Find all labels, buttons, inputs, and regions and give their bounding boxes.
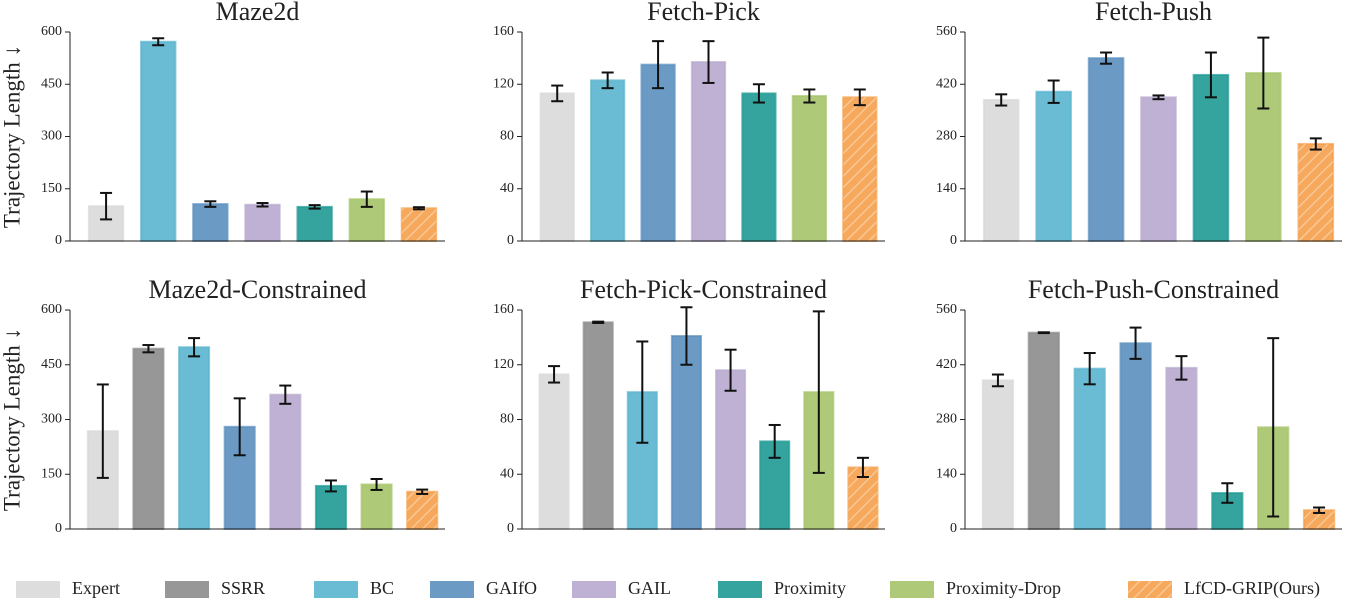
legend-label: Expert — [72, 578, 120, 598]
y-axis-label: Trajectory Length ↓ — [0, 328, 24, 511]
legend-swatch — [314, 581, 358, 598]
bar — [192, 203, 229, 242]
legend-label: LfCD-GRIP(Ours) — [1184, 578, 1320, 599]
y-tick-label: 0 — [950, 233, 957, 248]
legend-label: GAIfO — [486, 578, 537, 598]
bar-hatch — [401, 208, 437, 241]
y-tick-label: 300 — [41, 129, 62, 144]
chart-title: Fetch-Pick-Constrained — [580, 275, 827, 304]
bar — [982, 98, 1020, 242]
legend-label: GAIL — [628, 578, 671, 598]
y-tick-label: 150 — [41, 181, 62, 196]
y-tick-label: 280 — [936, 129, 957, 144]
y-tick-label: 140 — [936, 466, 957, 481]
bar — [1165, 366, 1198, 530]
bar — [86, 430, 119, 530]
y-tick-label: 600 — [41, 24, 62, 39]
bar — [640, 63, 676, 242]
bar — [582, 321, 614, 530]
legend-swatch — [890, 581, 934, 598]
bar-hatch — [1298, 143, 1334, 241]
y-tick-label: 160 — [493, 24, 514, 39]
legend-swatch — [165, 581, 209, 598]
y-tick-label: 0 — [507, 521, 514, 536]
y-tick-label: 0 — [55, 233, 62, 248]
y-tick-label: 150 — [41, 466, 62, 481]
bar — [538, 373, 570, 530]
legend-swatch — [16, 581, 60, 598]
y-tick-label: 40 — [500, 181, 514, 196]
bar — [269, 393, 302, 530]
bar — [590, 79, 626, 242]
bar — [360, 483, 393, 530]
y-tick-label: 420 — [936, 76, 957, 91]
y-tick-label: 120 — [493, 76, 514, 91]
bar — [1119, 342, 1152, 530]
y-tick-label: 80 — [500, 129, 514, 144]
y-tick-label: 0 — [507, 233, 514, 248]
bar — [1140, 96, 1177, 242]
y-tick-label: 40 — [500, 466, 514, 481]
y-tick-label: 120 — [493, 357, 514, 372]
y-tick-label: 280 — [936, 412, 957, 427]
bar — [791, 95, 827, 242]
bar — [178, 346, 211, 531]
bar — [690, 61, 727, 243]
bar — [741, 92, 777, 242]
bar — [715, 369, 747, 530]
bar — [539, 92, 575, 242]
y-tick-label: 160 — [493, 302, 514, 317]
legend-swatch — [572, 581, 616, 598]
bar — [1027, 331, 1060, 530]
legend-label: Proximity-Drop — [946, 578, 1061, 598]
legend-swatch — [718, 581, 762, 598]
y-tick-label: 450 — [41, 76, 62, 91]
bar — [244, 203, 281, 242]
bar — [1192, 73, 1230, 242]
y-tick-label: 560 — [936, 302, 957, 317]
y-tick-label: 140 — [936, 181, 957, 196]
bar — [140, 40, 177, 243]
bar — [1087, 57, 1125, 242]
bar — [981, 379, 1015, 530]
y-tick-label: 0 — [950, 521, 957, 536]
y-tick-label: 80 — [500, 412, 514, 427]
bar-hatch — [407, 491, 438, 529]
bar — [296, 205, 333, 242]
y-axis-label: Trajectory Length ↓ — [0, 45, 24, 228]
legend-label: SSRR — [221, 578, 265, 598]
y-tick-label: 420 — [936, 357, 957, 372]
bar — [1035, 90, 1072, 243]
bar — [132, 347, 165, 530]
legend-label: BC — [370, 578, 394, 598]
y-tick-label: 0 — [55, 521, 62, 536]
chart-title: Maze2d — [216, 0, 300, 26]
bar-hatch — [1303, 510, 1335, 529]
chart-title: Fetch-Push — [1095, 0, 1212, 26]
bar — [1073, 367, 1106, 530]
bar-hatch — [843, 97, 877, 241]
legend-swatch — [430, 581, 474, 598]
y-tick-label: 450 — [41, 357, 62, 372]
y-tick-label: 560 — [936, 24, 957, 39]
legend-hatch — [1128, 581, 1172, 598]
chart-title: Maze2d-Constrained — [148, 275, 366, 304]
y-tick-label: 600 — [41, 302, 62, 317]
chart-title: Fetch-Pick — [647, 0, 760, 26]
y-tick-label: 300 — [41, 412, 62, 427]
chart-title: Fetch-Push-Constrained — [1028, 275, 1279, 304]
legend-label: Proximity — [774, 578, 846, 598]
